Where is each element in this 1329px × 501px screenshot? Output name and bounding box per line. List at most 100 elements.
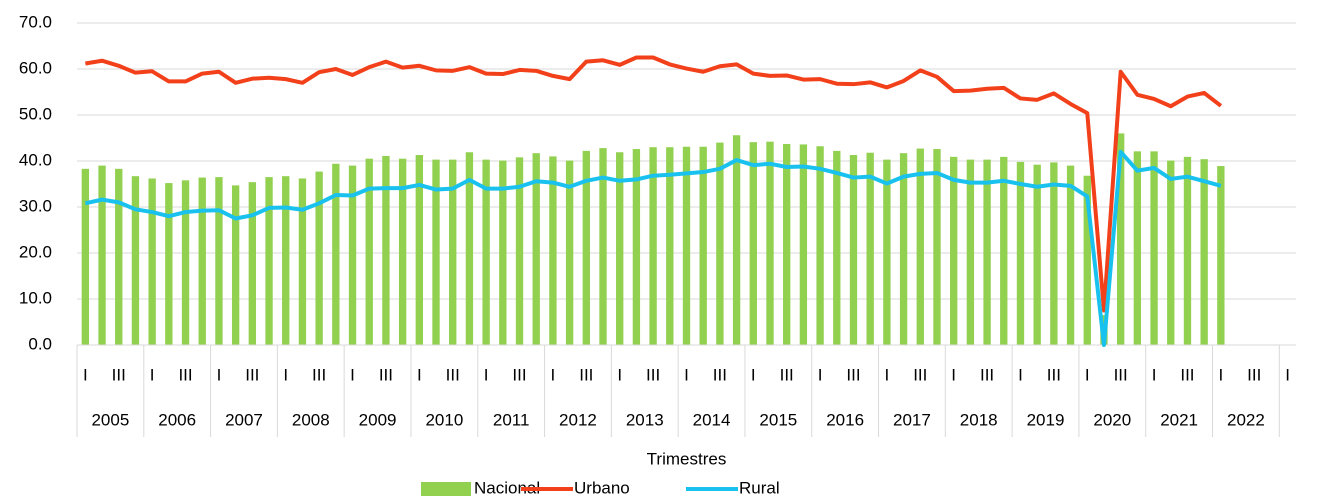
bar <box>98 165 106 345</box>
x-tick-label: I <box>684 365 689 384</box>
x-tick-label: I <box>951 365 956 384</box>
x-tick-label: III <box>112 365 126 384</box>
bar <box>282 176 290 345</box>
x-tick-label: III <box>512 365 526 384</box>
x-tick-label: III <box>579 365 593 384</box>
y-tick-label: 10.0 <box>19 288 52 307</box>
y-tick-label: 60.0 <box>19 58 52 77</box>
x-tick-label: III <box>780 365 794 384</box>
bar <box>1016 161 1025 345</box>
year-label: 2014 <box>693 410 731 429</box>
bar <box>148 178 156 345</box>
bar <box>933 149 941 345</box>
bar <box>348 165 357 345</box>
bar <box>799 144 808 345</box>
year-label: 2008 <box>292 410 330 429</box>
bar <box>565 160 574 345</box>
bar <box>699 146 707 345</box>
bar <box>732 135 741 345</box>
bar <box>515 157 524 345</box>
bar <box>899 153 908 345</box>
bar <box>849 155 858 345</box>
x-tick-label: III <box>1180 365 1194 384</box>
x-tick-label: I <box>484 365 489 384</box>
bar <box>181 180 190 345</box>
line-series <box>85 55 1223 313</box>
year-label: 2010 <box>425 410 463 429</box>
bar <box>365 158 373 345</box>
bar <box>833 150 841 345</box>
bar <box>1133 151 1142 345</box>
x-axis-title: Trimestres <box>647 449 727 468</box>
year-label: 2018 <box>960 410 998 429</box>
x-tick-label: III <box>245 365 259 384</box>
bar <box>131 176 140 345</box>
year-label: 2020 <box>1093 410 1131 429</box>
x-tick-label: III <box>1114 365 1128 384</box>
year-label: 2011 <box>493 410 530 429</box>
x-tick-label: III <box>913 365 927 384</box>
year-label: 2017 <box>893 410 931 429</box>
x-tick-label: III <box>713 365 727 384</box>
bar <box>398 158 407 345</box>
x-tick-label: III <box>980 365 994 384</box>
year-label: 2009 <box>359 410 397 429</box>
bar <box>549 156 557 345</box>
y-tick-label: 30.0 <box>19 196 52 215</box>
bar <box>432 159 440 345</box>
bar <box>950 156 958 345</box>
x-tick-label: I <box>217 365 222 384</box>
bar <box>332 163 340 345</box>
bar <box>1200 159 1208 345</box>
year-label: 2013 <box>626 410 664 429</box>
x-tick-label: I <box>751 365 756 384</box>
bar <box>599 148 607 345</box>
bar <box>766 141 774 345</box>
year-label: 2006 <box>158 410 196 429</box>
y-tick-label: 20.0 <box>19 242 52 261</box>
x-tick-label: III <box>646 365 660 384</box>
x-tick-label: I <box>350 365 355 384</box>
x-tick-label: III <box>446 365 460 384</box>
x-tick-label: I <box>283 365 288 384</box>
bar <box>1183 156 1192 345</box>
bar <box>231 185 240 345</box>
bar <box>499 160 507 345</box>
bar <box>749 142 757 345</box>
x-tick-label: III <box>178 365 192 384</box>
x-tick-label: I <box>417 365 422 384</box>
x-tick-label: I <box>885 365 890 384</box>
bar <box>382 155 390 345</box>
bar <box>198 177 206 345</box>
bar <box>1150 151 1158 345</box>
bar <box>415 155 423 345</box>
bar <box>666 147 674 345</box>
bar <box>816 146 824 345</box>
bar <box>215 177 223 345</box>
bar <box>966 159 975 345</box>
bar <box>115 168 123 345</box>
year-label: 2007 <box>225 410 263 429</box>
x-tick-label: III <box>379 365 393 384</box>
bar <box>1050 162 1058 345</box>
year-label: 2005 <box>91 410 129 429</box>
legend-label: Rural <box>739 478 780 497</box>
bar <box>1000 156 1008 345</box>
bar <box>1217 166 1225 345</box>
bar <box>1083 175 1091 345</box>
bar <box>582 150 590 345</box>
line-series <box>84 149 1222 347</box>
bar <box>916 148 924 345</box>
bar <box>265 177 273 345</box>
x-tick-label: III <box>1047 365 1061 384</box>
bar <box>449 159 457 345</box>
x-tick-label: I <box>818 365 823 384</box>
x-tick-label: III <box>312 365 326 384</box>
x-tick-label: I <box>551 365 556 384</box>
y-tick-label: 50.0 <box>19 104 52 123</box>
bar <box>616 152 624 345</box>
x-tick-label: III <box>1247 365 1261 384</box>
bar <box>532 153 540 345</box>
bar <box>983 159 991 345</box>
y-tick-label: 70.0 <box>19 12 52 31</box>
